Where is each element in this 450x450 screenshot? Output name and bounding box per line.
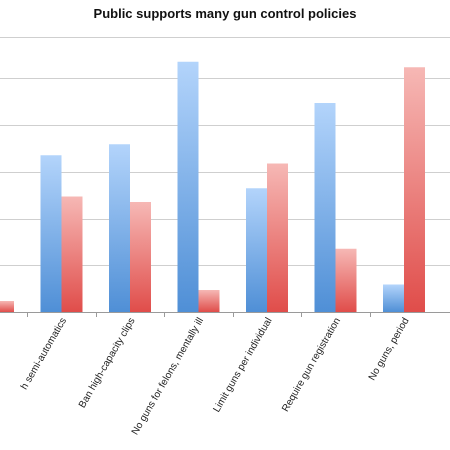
category-label-3: No guns for felons, mentally ill <box>130 316 206 437</box>
category-label-5: Require gun registration <box>280 316 343 414</box>
category-label-1: h semi-automatics <box>19 316 69 392</box>
bar-series-1-6 <box>383 284 404 312</box>
x-axis <box>0 312 450 317</box>
bar-series-2-0 <box>0 301 14 312</box>
bar-series-2-1 <box>61 196 83 312</box>
gridlines <box>0 37 450 266</box>
bar-series-1-3 <box>177 61 199 312</box>
category-label-0: s <box>0 316 1 326</box>
category-label-4: Limit guns per individual <box>211 316 274 414</box>
bars <box>0 61 425 312</box>
category-label-6: No guns, period <box>367 316 412 383</box>
bar-series-2-5 <box>335 248 357 312</box>
bar-series-2-2 <box>130 202 151 312</box>
bar-series-2-4 <box>267 163 288 312</box>
bar-series-2-3 <box>198 290 220 312</box>
bar-series-2-6 <box>404 67 425 312</box>
bar-series-1-2 <box>109 144 130 312</box>
chart-title: Public supports many gun control policie… <box>93 6 357 21</box>
bar-series-1-5 <box>314 103 336 312</box>
bar-series-1-4 <box>246 188 267 312</box>
bar-series-1-1 <box>40 155 62 312</box>
category-label-2: Ban high-capacity clips <box>77 316 138 410</box>
